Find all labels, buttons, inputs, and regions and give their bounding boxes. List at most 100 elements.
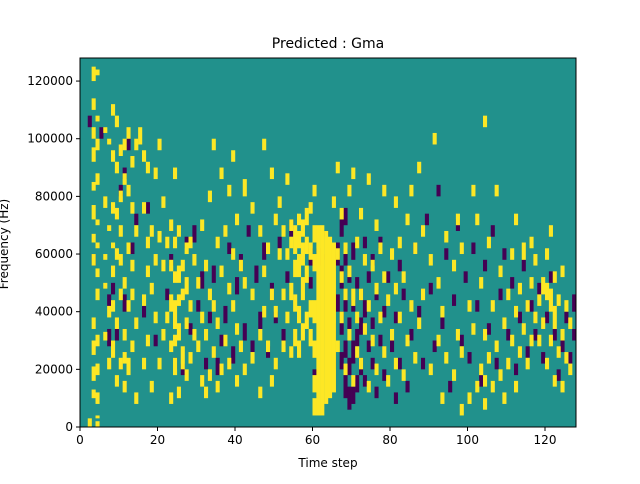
positive-cell — [165, 311, 170, 324]
positive-cell — [494, 184, 499, 197]
positive-cell — [390, 328, 395, 341]
positive-cell — [455, 213, 460, 226]
positive-cell — [145, 334, 150, 347]
positive-cell — [134, 317, 139, 329]
positive-cell — [184, 277, 189, 295]
positive-cell — [157, 138, 162, 151]
positive-cell — [250, 352, 255, 364]
negative-cell — [107, 328, 112, 347]
positive-cell — [103, 254, 108, 260]
positive-cell — [486, 352, 491, 364]
positive-cell — [114, 317, 119, 329]
positive-cell — [130, 156, 135, 168]
positive-cell — [161, 328, 166, 341]
positive-cell — [273, 305, 278, 318]
positive-cell — [95, 421, 100, 427]
positive-cell — [169, 392, 174, 404]
positive-cell — [91, 66, 96, 82]
negative-cell — [362, 236, 367, 249]
positive-cell — [312, 254, 317, 272]
positive-cell — [483, 398, 488, 410]
positive-cell — [300, 219, 305, 237]
positive-cell — [95, 173, 100, 185]
positive-cell — [273, 213, 278, 226]
negative-cell — [281, 328, 286, 347]
positive-cell — [196, 340, 201, 353]
positive-cells — [87, 66, 573, 427]
positive-cell — [95, 334, 100, 347]
positive-cell — [107, 225, 112, 231]
positive-cell — [421, 288, 426, 301]
positive-cell — [126, 357, 131, 376]
positive-cell — [211, 300, 216, 312]
positive-cell — [118, 225, 123, 237]
positive-cell — [149, 380, 154, 393]
positive-cell — [215, 380, 220, 393]
positive-cell — [514, 380, 519, 393]
positive-cell — [479, 363, 484, 376]
negative-cell — [273, 311, 278, 324]
negative-cell — [366, 271, 371, 283]
negative-cell — [362, 300, 367, 318]
negative-cell — [343, 248, 348, 266]
negative-cell — [552, 328, 557, 341]
positive-cell — [397, 311, 402, 324]
positive-cell — [103, 127, 108, 133]
positive-cell — [541, 277, 546, 295]
negative-cell — [440, 317, 445, 329]
positive-cell — [475, 213, 480, 226]
positive-cell — [126, 184, 131, 197]
positive-cell — [335, 340, 340, 353]
positive-cell — [262, 305, 267, 318]
negative-cell — [374, 288, 379, 301]
negative-cell — [169, 254, 174, 266]
positive-cell — [316, 225, 321, 416]
positive-cell — [87, 418, 92, 427]
positive-cell — [525, 357, 530, 370]
negative-cell — [107, 294, 112, 306]
positive-cell — [362, 254, 367, 266]
positive-cell — [421, 225, 426, 237]
positive-cell — [258, 386, 263, 399]
positive-cell — [188, 236, 193, 249]
positive-cell — [556, 346, 561, 358]
positive-cell — [312, 340, 317, 358]
positive-cell — [285, 173, 290, 185]
positive-cell — [494, 340, 499, 353]
negative-cell — [409, 328, 414, 341]
positive-cell — [514, 305, 519, 318]
negative-cell — [529, 300, 534, 312]
positive-cell — [374, 363, 379, 376]
negative-cell — [397, 259, 402, 272]
negative-cell — [490, 225, 495, 237]
positive-cell — [339, 271, 344, 283]
positive-cell — [521, 323, 526, 335]
positive-cell — [297, 340, 302, 358]
negative-cell — [382, 369, 387, 381]
positive-cell — [455, 328, 460, 341]
positive-cell — [281, 340, 286, 353]
positive-cell — [238, 259, 243, 272]
positive-cell — [204, 386, 209, 399]
positive-cell — [184, 317, 189, 329]
positive-cell — [479, 277, 484, 289]
negative-cell — [424, 213, 429, 226]
positive-cell — [277, 248, 282, 260]
positive-cell — [235, 375, 240, 387]
positive-cell — [331, 242, 336, 393]
positive-cell — [293, 328, 298, 347]
negative-cell — [235, 277, 240, 295]
negative-cell — [436, 184, 441, 197]
positive-cell — [111, 104, 116, 116]
positive-cell — [413, 352, 418, 364]
positive-cell — [285, 311, 290, 324]
y-tick-label: 0 — [65, 420, 73, 434]
negative-cell — [223, 305, 228, 324]
positive-cell — [343, 363, 348, 376]
positive-cell — [184, 242, 189, 255]
negative-cell — [525, 346, 530, 358]
positive-cell — [297, 305, 302, 324]
positive-cell — [235, 213, 240, 226]
positive-cell — [266, 242, 271, 255]
positive-cell — [281, 225, 286, 237]
